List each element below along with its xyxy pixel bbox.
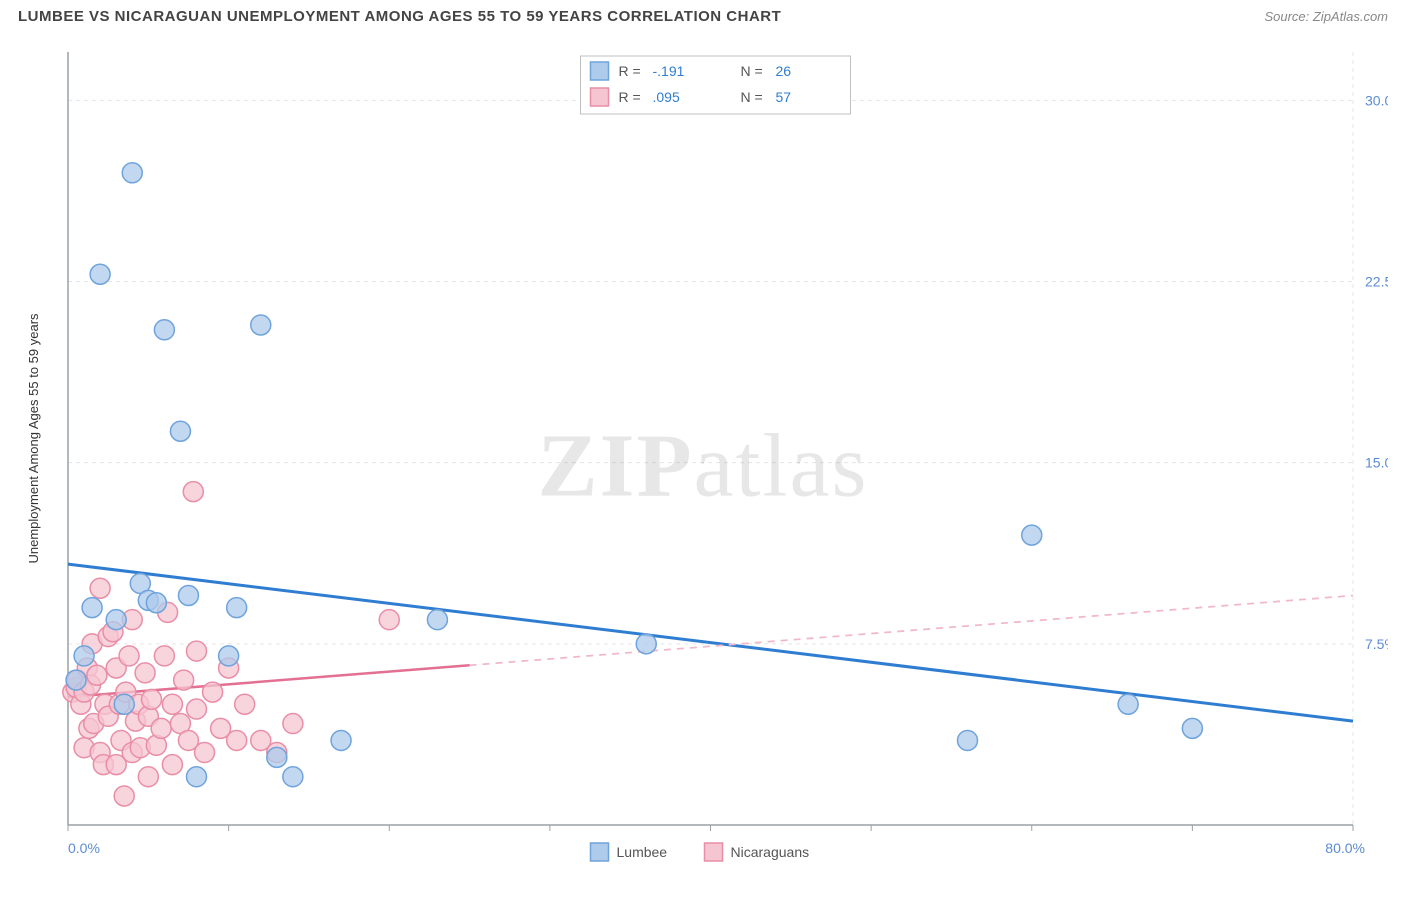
correlation-scatter-chart: 7.5% 15.0% 22.5% 30.0% 0.0% 80.0% Unemployment… (18, 40, 1388, 892)
legend-n-value: 26 (776, 63, 792, 79)
legend-stat: N = (741, 63, 763, 79)
trend-line (68, 564, 1353, 721)
data-point (219, 646, 239, 666)
legend-r-value: -.191 (653, 63, 685, 79)
data-point (636, 634, 656, 654)
data-point (122, 163, 142, 183)
data-point (66, 670, 86, 690)
data-point (379, 610, 399, 630)
data-point (146, 593, 166, 613)
data-point (203, 682, 223, 702)
legend-stat: R = (619, 89, 641, 105)
data-point (138, 767, 158, 787)
legend-swatch (591, 62, 609, 80)
data-point (195, 743, 215, 763)
data-point (1182, 718, 1202, 738)
legend-n-value: 57 (776, 89, 792, 105)
y-tick-label: 30.0% (1365, 92, 1388, 108)
x-tick-label: 80.0% (1325, 840, 1365, 856)
data-point (427, 610, 447, 630)
data-point (174, 670, 194, 690)
data-point (331, 730, 351, 750)
series-legend-swatch (705, 843, 723, 861)
data-point (135, 663, 155, 683)
y-tick-label: 7.5% (1365, 636, 1388, 652)
data-point (183, 482, 203, 502)
data-point (1022, 525, 1042, 545)
data-point (151, 718, 171, 738)
data-point (267, 747, 287, 767)
data-point (142, 689, 162, 709)
legend-stat: N = (741, 89, 763, 105)
data-point (251, 315, 271, 335)
legend-swatch (591, 88, 609, 106)
data-point (162, 755, 182, 775)
legend-stat: R = (619, 63, 641, 79)
chart-container: ZIPatlas 7.5%15.0%22.5%30.0%0.0%80.0%Une… (18, 40, 1388, 892)
data-point (119, 646, 139, 666)
data-point (187, 699, 207, 719)
data-point (106, 610, 126, 630)
legend-r-value: .095 (653, 89, 680, 105)
data-point (90, 264, 110, 284)
data-point (187, 641, 207, 661)
data-point (187, 767, 207, 787)
x-tick-label: 0.0% (68, 840, 100, 856)
data-point (162, 694, 182, 714)
data-point (170, 421, 190, 441)
series-legend-label: Nicaraguans (731, 844, 810, 860)
data-point (87, 665, 107, 685)
data-point (227, 598, 247, 618)
y-axis-label: Unemployment Among Ages 55 to 59 years (26, 313, 41, 564)
data-point (114, 694, 134, 714)
series-legend-swatch (591, 843, 609, 861)
data-point (227, 730, 247, 750)
data-point (114, 786, 134, 806)
data-point (283, 767, 303, 787)
data-point (1118, 694, 1138, 714)
chart-title: LUMBEE VS NICARAGUAN UNEMPLOYMENT AMONG … (18, 8, 781, 25)
data-point (82, 598, 102, 618)
series-legend-label: Lumbee (617, 844, 668, 860)
source-attribution: Source: ZipAtlas.com (1264, 9, 1388, 24)
data-point (74, 646, 94, 666)
y-tick-label: 15.0% (1365, 455, 1388, 471)
y-tick-label: 22.5% (1365, 273, 1388, 289)
data-point (235, 694, 255, 714)
data-point (178, 586, 198, 606)
data-point (90, 578, 110, 598)
data-point (283, 714, 303, 734)
data-point (154, 646, 174, 666)
data-point (154, 320, 174, 340)
data-point (958, 730, 978, 750)
